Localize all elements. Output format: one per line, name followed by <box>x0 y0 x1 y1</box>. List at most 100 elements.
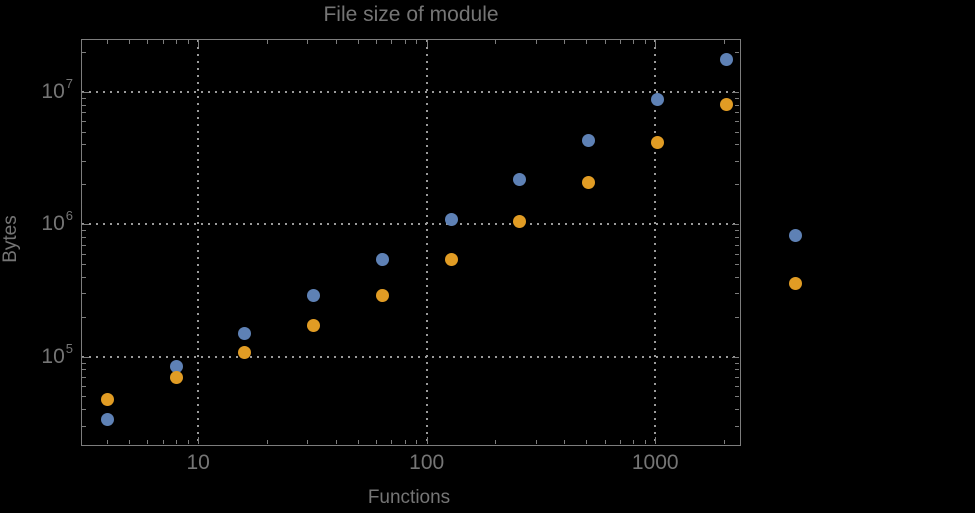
y-tick-right <box>735 396 739 398</box>
y-tick-left <box>82 244 86 246</box>
x-tick-label-1000: 1000 <box>631 451 679 474</box>
y-tick-left <box>82 316 86 318</box>
y-tick-right <box>735 184 739 186</box>
gridline-y-1000000 <box>82 223 739 226</box>
x-tick-bottom <box>633 440 635 444</box>
x-tick-bottom <box>655 437 657 444</box>
x-tick-bottom <box>147 440 149 444</box>
x-tick-top <box>266 40 268 44</box>
y-tick-left <box>82 409 86 411</box>
data-point-orange-x8 <box>169 370 183 384</box>
x-tick-top <box>147 40 149 44</box>
x-tick-bottom <box>586 440 588 444</box>
x-tick-top <box>107 40 109 44</box>
x-tick-top <box>376 40 377 44</box>
data-point-blue-x512 <box>582 133 596 147</box>
y-tick-left <box>82 264 86 265</box>
x-tick-top <box>162 40 164 44</box>
y-tick-left <box>82 104 86 106</box>
y-tick-base: 10 <box>41 344 65 368</box>
x-tick-top <box>586 40 588 44</box>
y-tick-left <box>82 396 86 398</box>
x-tick-bottom <box>162 440 164 444</box>
y-tick-left <box>82 253 86 255</box>
y-tick-right <box>735 316 739 318</box>
y-tick-left <box>82 91 89 93</box>
data-point-orange-x4 <box>100 392 114 406</box>
y-tick-left <box>82 121 86 123</box>
y-tick-left <box>82 369 86 371</box>
y-tick-right <box>735 104 739 106</box>
x-tick-bottom <box>376 440 377 444</box>
y-tick-right <box>735 385 739 387</box>
y-tick-right <box>735 144 739 146</box>
x-tick-top <box>416 40 418 44</box>
y-tick-right <box>735 51 739 53</box>
x-tick-bottom <box>619 440 621 444</box>
x-tick-bottom <box>176 440 178 444</box>
x-tick-top <box>535 40 537 44</box>
data-point-orange-x4096 <box>788 277 802 291</box>
x-tick-bottom <box>535 440 537 444</box>
x-tick-top <box>404 40 406 44</box>
data-point-blue-x4096 <box>788 229 802 243</box>
y-tick-base: 10 <box>41 212 65 236</box>
y-tick-left <box>82 160 86 162</box>
x-tick-top <box>335 40 337 44</box>
chart-title: File size of module <box>323 3 499 26</box>
y-tick-right <box>735 121 739 123</box>
y-tick-right <box>735 377 739 379</box>
x-tick-bottom <box>266 440 268 444</box>
y-tick-right <box>732 224 739 226</box>
y-tick-left <box>82 293 86 295</box>
x-tick-bottom <box>604 440 606 444</box>
y-tick-right <box>735 369 739 371</box>
x-tick-bottom <box>198 437 200 444</box>
y-tick-left <box>82 362 86 364</box>
data-point-orange-x256 <box>513 215 527 229</box>
y-tick-right <box>735 131 739 133</box>
y-tick-left <box>82 236 86 238</box>
data-point-orange-x16 <box>238 346 252 360</box>
x-tick-top <box>176 40 178 44</box>
x-tick-label-10: 10 <box>186 451 210 474</box>
x-tick-bottom <box>307 440 309 444</box>
y-tick-left <box>82 131 86 133</box>
x-tick-top <box>307 40 309 44</box>
data-point-blue-x1024 <box>651 93 665 107</box>
data-point-orange-x2048 <box>719 97 733 111</box>
y-tick-right <box>735 97 739 99</box>
y-tick-left <box>82 425 86 427</box>
gridline-x-10 <box>197 40 200 444</box>
x-tick-top <box>633 40 635 44</box>
y-tick-right <box>735 236 739 238</box>
data-point-blue-x16 <box>238 326 252 340</box>
y-tick-right <box>735 409 739 411</box>
data-point-blue-x4 <box>100 412 114 426</box>
x-tick-bottom <box>416 440 418 444</box>
x-tick-top <box>604 40 606 44</box>
x-tick-top <box>357 40 359 44</box>
data-point-blue-x128 <box>444 212 458 226</box>
y-tick-left <box>82 276 86 278</box>
y-tick-exponent: 5 <box>65 340 73 356</box>
y-tick-left <box>82 112 86 114</box>
x-tick-bottom <box>357 440 359 444</box>
x-tick-bottom <box>723 440 725 444</box>
x-tick-top <box>564 40 566 44</box>
x-tick-bottom <box>187 440 189 444</box>
y-tick-left <box>82 144 86 146</box>
y-tick-right <box>735 276 739 278</box>
x-tick-bottom <box>107 440 109 444</box>
y-tick-right <box>735 264 739 265</box>
x-tick-bottom <box>495 440 497 444</box>
y-tick-left <box>82 184 86 186</box>
data-point-blue-x8 <box>169 359 183 373</box>
gridline-x-100 <box>425 40 428 444</box>
y-tick-right <box>735 293 739 295</box>
y-tick-exponent: 7 <box>65 75 73 91</box>
y-tick-left <box>82 51 86 53</box>
y-tick-label-10e5: 105 <box>25 340 73 371</box>
x-tick-top <box>198 40 200 47</box>
y-tick-right <box>732 91 739 93</box>
